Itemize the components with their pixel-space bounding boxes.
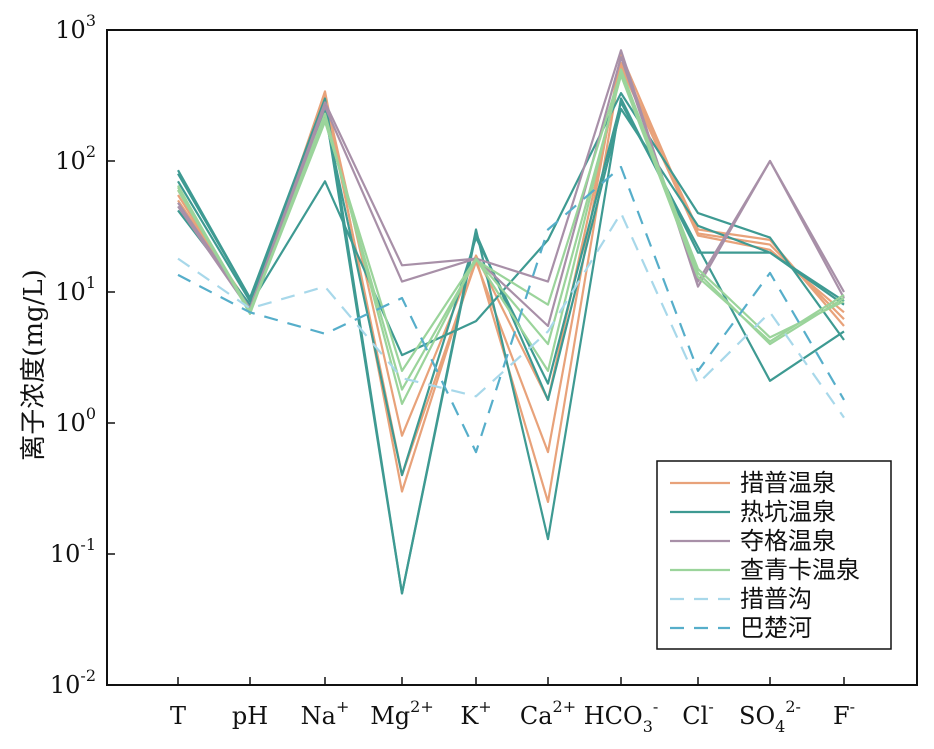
series-line-2-1 xyxy=(177,97,845,595)
legend-box xyxy=(656,460,892,650)
legend-label-5: 措普沟 xyxy=(740,585,812,613)
legend-label-1: 措普温泉 xyxy=(740,469,836,497)
series-line-2-2 xyxy=(177,101,845,477)
series-layer xyxy=(177,49,845,595)
y-tick-label: 103 xyxy=(55,11,96,44)
y-tick-label: 101 xyxy=(55,273,96,306)
x-tick-label: HCO3- xyxy=(584,697,659,736)
x-tick-label: K+ xyxy=(460,697,491,730)
legend-label-2: 热坑温泉 xyxy=(740,498,836,526)
y-axis: 10-2 10-1 100 101 102 103 xyxy=(50,11,115,699)
x-tick-label: Ca2+ xyxy=(520,697,576,730)
x-tick-label: SO42- xyxy=(739,697,801,736)
legend-label-4: 查青卡温泉 xyxy=(740,556,860,584)
series-line-5-1 xyxy=(177,212,845,419)
series-line-1-2 xyxy=(177,53,845,477)
x-tick-label: Mg2+ xyxy=(370,697,434,730)
plot-frame xyxy=(106,29,918,686)
y-axis-label: 离子浓度(mg/L) xyxy=(19,269,49,461)
x-tick-label: F- xyxy=(833,697,855,730)
series-line-3-2 xyxy=(177,56,845,328)
x-tick-label: Na+ xyxy=(301,697,350,730)
y-tick-label: 102 xyxy=(55,142,96,175)
x-tick-label: Cl- xyxy=(682,697,713,730)
x-tick-label: T xyxy=(170,702,186,730)
x-tick-label: pH xyxy=(232,702,268,730)
y-tick-label: 10-2 xyxy=(50,666,96,699)
legend-label-3: 夺格温泉 xyxy=(740,527,836,555)
legend-label-6: 巴楚河 xyxy=(740,614,812,642)
series-line-6-1 xyxy=(177,165,845,454)
y-tick-label: 10-1 xyxy=(50,535,96,568)
y-tick-label: 100 xyxy=(55,404,96,437)
series-line-3-1 xyxy=(177,49,845,310)
series-line-4-3 xyxy=(177,70,845,391)
